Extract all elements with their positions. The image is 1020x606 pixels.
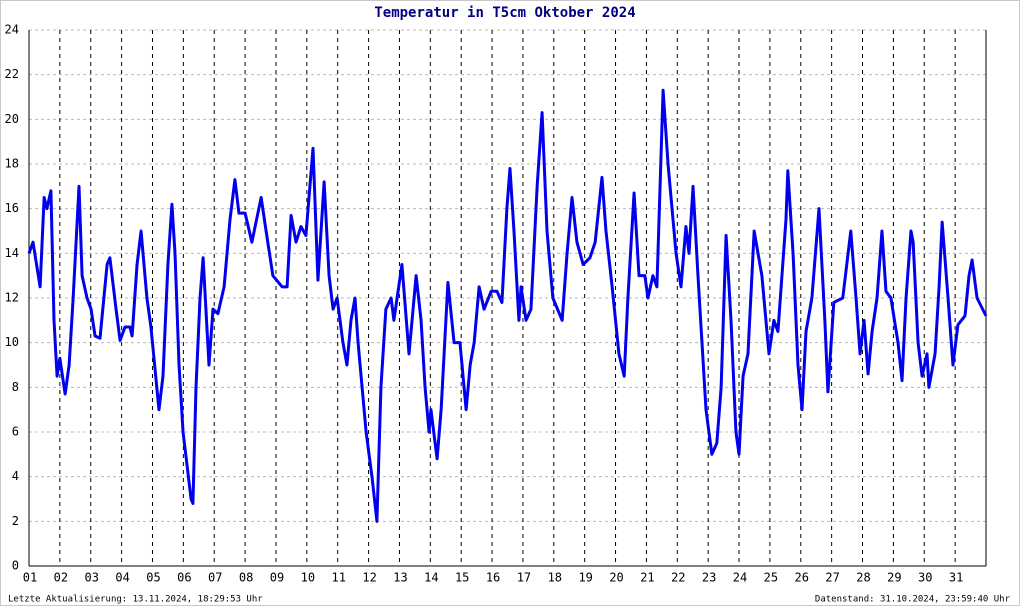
- x-tick-label: 20: [609, 571, 623, 585]
- x-tick-label: 30: [918, 571, 932, 585]
- x-tick-label: 15: [455, 571, 469, 585]
- x-tick-label: 29: [887, 571, 901, 585]
- y-tick-label: 0: [12, 559, 19, 573]
- footer-right: Datenstand: 31.10.2024, 23:59:40 Uhr: [815, 595, 1011, 605]
- x-tick-label: 31: [949, 571, 963, 585]
- y-tick-label: 8: [12, 380, 19, 394]
- y-tick-label: 16: [5, 201, 19, 215]
- x-tick-label: 01: [23, 571, 37, 585]
- y-tick-label: 22: [5, 67, 19, 81]
- x-tick-label: 07: [208, 571, 222, 585]
- y-tick-label: 24: [5, 23, 19, 37]
- y-tick-label: 14: [5, 246, 19, 260]
- x-tick-label: 13: [393, 571, 407, 585]
- x-tick-label: 10: [301, 571, 315, 585]
- y-tick-label: 12: [5, 291, 19, 305]
- x-tick-label: 23: [702, 571, 716, 585]
- x-tick-label: 08: [239, 571, 253, 585]
- footer-left: Letzte Aktualisierung: 13.11.2024, 18:29…: [8, 595, 263, 605]
- x-tick-label: 11: [331, 571, 345, 585]
- y-tick-label: 10: [5, 335, 19, 349]
- x-tick-label: 05: [146, 571, 160, 585]
- x-tick-label: 24: [733, 571, 747, 585]
- y-tick-label: 4: [12, 469, 19, 483]
- x-tick-label: 25: [764, 571, 778, 585]
- y-tick-label: 18: [5, 157, 19, 171]
- x-tick-label: 06: [177, 571, 191, 585]
- x-tick-label: 14: [424, 571, 438, 585]
- x-tick-label: 21: [640, 571, 654, 585]
- x-tick-label: 26: [795, 571, 809, 585]
- x-tick-label: 18: [548, 571, 562, 585]
- x-tick-label: 12: [362, 571, 376, 585]
- y-tick-label: 6: [12, 425, 19, 439]
- chart-title: Temperatur in T5cm Oktober 2024: [374, 5, 635, 21]
- temperature-line: [27, 88, 988, 523]
- x-tick-label: 28: [856, 571, 870, 585]
- x-tick-label: 04: [115, 571, 129, 585]
- x-tick-label: 02: [54, 571, 68, 585]
- x-tick-label: 17: [517, 571, 531, 585]
- y-tick-label: 2: [12, 514, 19, 528]
- x-tick-label: 27: [825, 571, 839, 585]
- x-tick-label: 03: [85, 571, 99, 585]
- x-tick-label: 16: [486, 571, 500, 585]
- x-tick-label: 09: [270, 571, 284, 585]
- y-tick-label: 20: [5, 112, 19, 126]
- x-tick-label: 22: [671, 571, 685, 585]
- x-tick-label: 19: [578, 571, 592, 585]
